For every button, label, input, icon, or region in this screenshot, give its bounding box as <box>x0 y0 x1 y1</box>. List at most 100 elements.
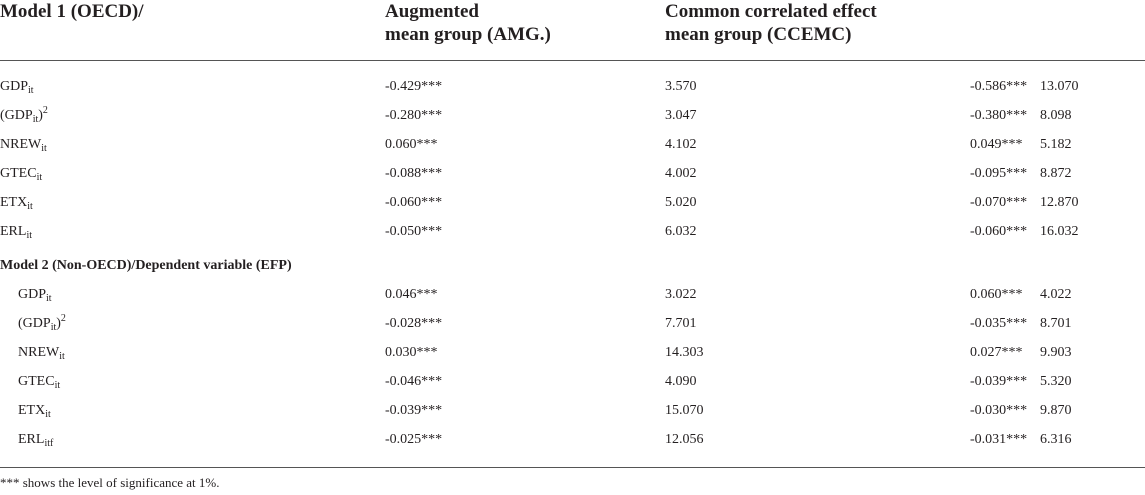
ccemc-coefficient: -0.095*** <box>970 166 1028 181</box>
table-row: GTECit -0.046*** 4.090 -0.039*** 5.320 <box>0 369 1145 398</box>
amg-statistic: 6.032 <box>665 224 697 239</box>
table-row: NREWit 0.060*** 4.102 0.049*** 5.182 <box>0 132 1145 161</box>
ccemc-statistic: 13.070 <box>1040 79 1079 94</box>
table-row: ETXit -0.060*** 5.020 -0.070*** 12.870 <box>0 190 1145 219</box>
variable-base: NREW <box>18 345 60 360</box>
amg-coefficient: -0.429*** <box>385 79 443 94</box>
ccemc-statistic: 12.870 <box>1040 195 1079 210</box>
header-amg-line1: Augmented <box>385 1 479 22</box>
variable-name: ETXit <box>0 195 33 212</box>
amg-statistic: 5.020 <box>665 195 697 210</box>
variable-name: (GDPit)2 <box>0 105 48 125</box>
ccemc-coefficient: -0.586*** <box>970 79 1028 94</box>
ccemc-coefficient: -0.035*** <box>970 316 1028 331</box>
amg-statistic: 4.102 <box>665 137 697 152</box>
model2-section-title: Model 2 (Non-OECD)/Dependent variable (E… <box>0 258 292 273</box>
variable-subscript: it <box>28 85 34 96</box>
variable-superscript: 2 <box>60 313 66 324</box>
variable-name: GDPit <box>18 287 52 304</box>
table-row: (GDPit)2 -0.028*** 7.701 -0.035*** 8.701 <box>0 311 1145 340</box>
header-rule <box>0 60 1145 61</box>
variable-subscript: it <box>32 114 39 125</box>
variable-subscript: it <box>36 172 43 183</box>
variable-base: GDP <box>18 287 47 302</box>
variable-name: GDPit <box>0 79 34 96</box>
amg-coefficient: -0.025*** <box>385 432 443 447</box>
amg-coefficient: 0.046*** <box>385 287 438 302</box>
variable-subscript: it <box>59 351 65 362</box>
table-row: GTECit -0.088*** 4.002 -0.095*** 8.872 <box>0 161 1145 190</box>
ccemc-coefficient: -0.380*** <box>970 108 1028 123</box>
amg-statistic: 15.070 <box>665 403 704 418</box>
variable-subscript: it <box>41 143 47 154</box>
ccemc-statistic: 6.316 <box>1040 432 1072 447</box>
variable-base: ETX <box>18 403 46 418</box>
variable-base: ERL <box>0 224 27 239</box>
header-ccemc-line1: Common correlated effect <box>665 1 877 22</box>
ccemc-coefficient: 0.027*** <box>970 345 1023 360</box>
ccemc-statistic: 5.182 <box>1040 137 1072 152</box>
ccemc-statistic: 9.903 <box>1040 345 1072 360</box>
amg-coefficient: -0.088*** <box>385 166 443 181</box>
variable-subscript: it <box>27 201 33 212</box>
variable-base: GDP <box>4 108 33 123</box>
amg-coefficient: 0.060*** <box>385 137 438 152</box>
variable-name: GTECit <box>0 166 43 183</box>
table-row: ETXit -0.039*** 15.070 -0.030*** 9.870 <box>0 398 1145 427</box>
variable-name: GTECit <box>18 374 61 391</box>
variable-superscript: 2 <box>42 105 48 116</box>
amg-statistic: 14.303 <box>665 345 704 360</box>
amg-coefficient: -0.280*** <box>385 108 443 123</box>
variable-subscript: it <box>26 230 33 241</box>
variable-name: NREWit <box>18 345 65 362</box>
variable-base: GTEC <box>18 374 55 389</box>
amg-coefficient: 0.030*** <box>385 345 438 360</box>
variable-subscript: it <box>54 380 61 391</box>
variable-subscript: itf <box>44 438 54 449</box>
table-row: ERLitf -0.025*** 12.056 -0.031*** 6.316 <box>0 427 1145 456</box>
ccemc-statistic: 4.022 <box>1040 287 1072 302</box>
variable-subscript: it <box>45 409 51 420</box>
table-row: (GDPit)2 -0.280*** 3.047 -0.380*** 8.098 <box>0 103 1145 132</box>
ccemc-statistic: 8.098 <box>1040 108 1072 123</box>
amg-coefficient: -0.028*** <box>385 316 443 331</box>
ccemc-coefficient: -0.031*** <box>970 432 1028 447</box>
amg-coefficient: -0.060*** <box>385 195 443 210</box>
amg-statistic: 3.022 <box>665 287 697 302</box>
variable-subscript: it <box>50 322 57 333</box>
variable-base: NREW <box>0 137 42 152</box>
ccemc-statistic: 8.701 <box>1040 316 1072 331</box>
table-row: ERLit -0.050*** 6.032 -0.060*** 16.032 <box>0 219 1145 248</box>
amg-coefficient: -0.050*** <box>385 224 443 239</box>
variable-base: GDP <box>22 316 51 331</box>
amg-coefficient: -0.046*** <box>385 374 443 389</box>
variable-name: ERLitf <box>18 432 54 449</box>
amg-coefficient: -0.039*** <box>385 403 443 418</box>
table-row: NREWit 0.030*** 14.303 0.027*** 9.903 <box>0 340 1145 369</box>
ccemc-coefficient: -0.039*** <box>970 374 1028 389</box>
amg-statistic: 4.002 <box>665 166 697 181</box>
amg-statistic: 7.701 <box>665 316 697 331</box>
amg-statistic: 4.090 <box>665 374 697 389</box>
header-amg: Augmented mean group (AMG.) <box>385 0 551 46</box>
footer-rule <box>0 467 1145 468</box>
amg-statistic: 3.047 <box>665 108 697 123</box>
table-header: Model 1 (OECD)/ Augmented mean group (AM… <box>0 0 1145 58</box>
table-row: GDPit 0.046*** 3.022 0.060*** 4.022 <box>0 282 1145 311</box>
table-row: GDPit -0.429*** 3.570 -0.586*** 13.070 <box>0 74 1145 103</box>
variable-base: GDP <box>0 79 29 94</box>
variable-base: ETX <box>0 195 28 210</box>
variable-subscript: it <box>46 293 52 304</box>
ccemc-coefficient: -0.030*** <box>970 403 1028 418</box>
variable-name: ERLit <box>0 224 33 241</box>
amg-statistic: 12.056 <box>665 432 704 447</box>
ccemc-coefficient: 0.049*** <box>970 137 1023 152</box>
header-ccemc-line2: mean group (CCEMC) <box>665 24 852 45</box>
ccemc-statistic: 5.320 <box>1040 374 1072 389</box>
ccemc-coefficient: -0.070*** <box>970 195 1028 210</box>
variable-name: ETXit <box>18 403 51 420</box>
ccemc-coefficient: 0.060*** <box>970 287 1023 302</box>
variable-name: (GDPit)2 <box>18 313 66 333</box>
variable-name: NREWit <box>0 137 47 154</box>
header-ccemc: Common correlated effect mean group (CCE… <box>665 0 877 46</box>
